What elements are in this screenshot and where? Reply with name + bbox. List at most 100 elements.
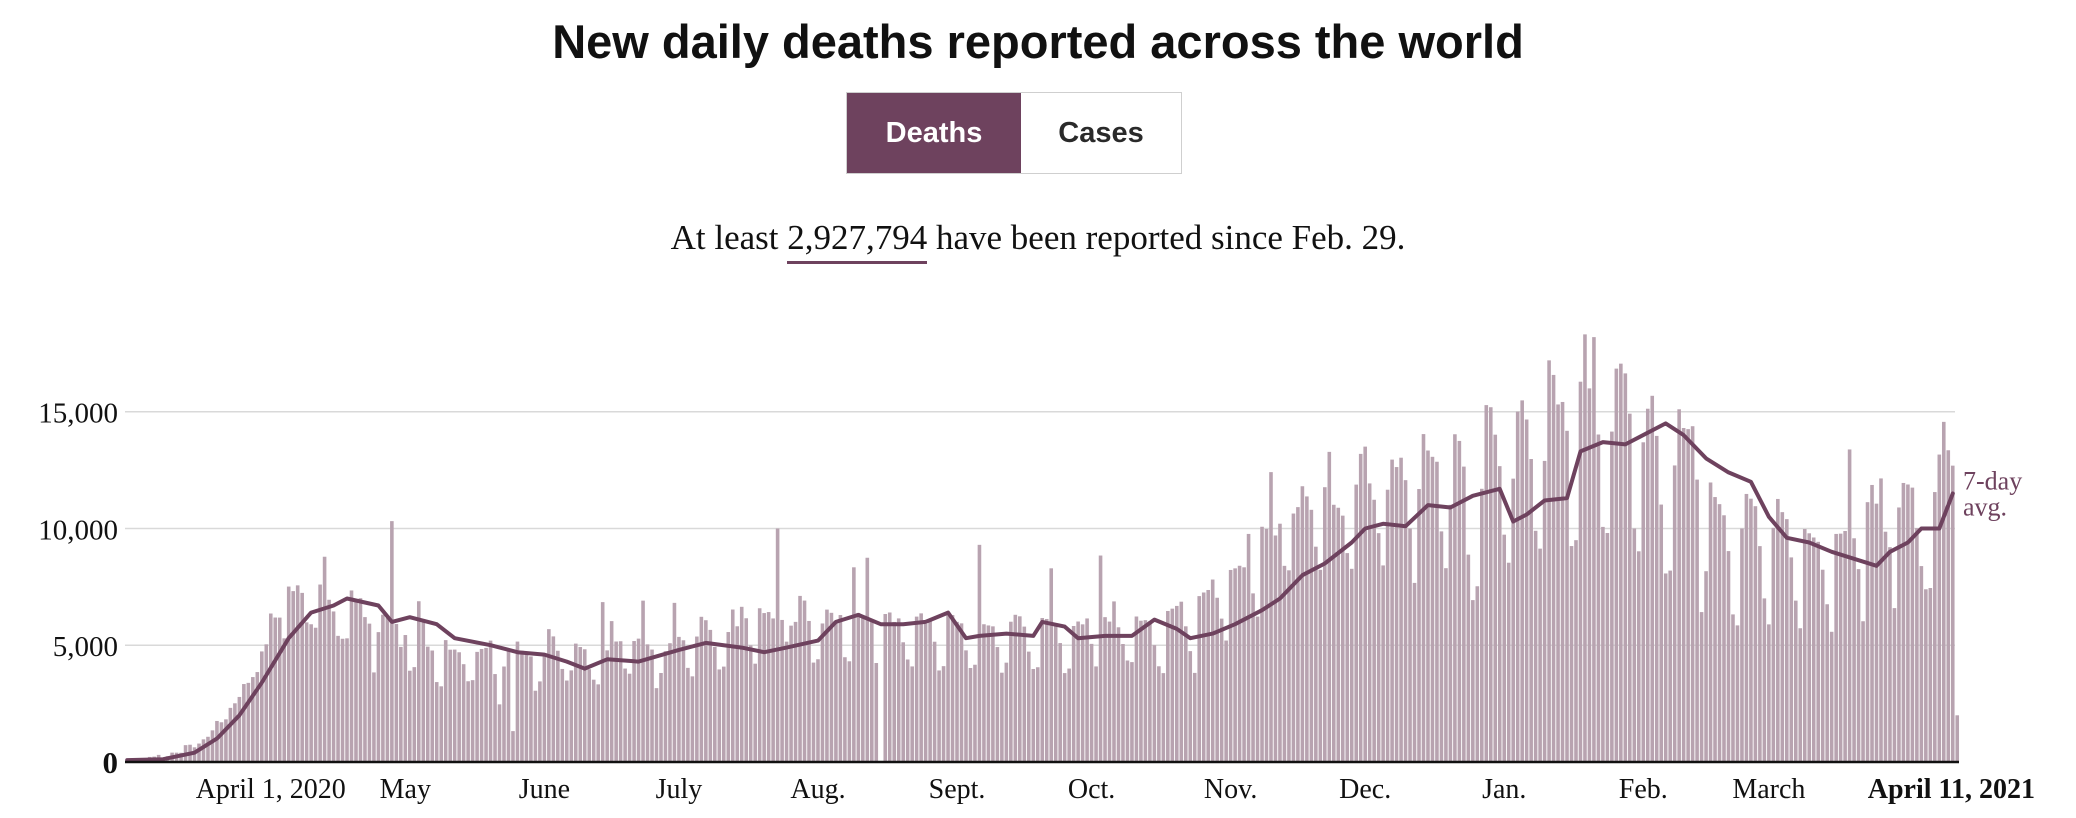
daily-bar bbox=[1941, 421, 1946, 762]
daily-bar bbox=[587, 669, 592, 762]
daily-bar bbox=[932, 641, 937, 762]
daily-bar bbox=[596, 684, 600, 762]
daily-bar bbox=[569, 670, 574, 762]
daily-bar bbox=[565, 680, 569, 762]
daily-bar bbox=[295, 585, 300, 762]
daily-bar bbox=[1551, 374, 1556, 762]
daily-bar bbox=[955, 621, 959, 762]
daily-bar bbox=[739, 606, 744, 762]
daily-bar bbox=[883, 614, 888, 762]
x-axis-ticks: April 1, 2020 May June July Aug. Sept. Oct. Nov… bbox=[196, 774, 2035, 805]
daily-bar bbox=[1466, 554, 1471, 762]
daily-bar bbox=[1933, 492, 1937, 762]
daily-bar bbox=[381, 614, 385, 762]
daily-bar bbox=[1740, 528, 1744, 762]
daily-bar bbox=[1587, 388, 1592, 762]
daily-bar bbox=[327, 599, 331, 762]
daily-bar bbox=[887, 612, 892, 762]
daily-bar bbox=[242, 684, 246, 762]
daily-bar bbox=[1228, 569, 1233, 762]
daily-bar bbox=[1749, 498, 1753, 762]
daily-bar bbox=[1946, 450, 1951, 762]
summary-text: At least 2,927,794 have been reported si… bbox=[0, 218, 2076, 264]
daily-bar bbox=[367, 623, 372, 762]
daily-bar bbox=[1314, 546, 1318, 762]
daily-bar bbox=[1206, 589, 1210, 762]
daily-bar bbox=[1399, 457, 1403, 762]
daily-bar bbox=[1856, 569, 1861, 762]
daily-bar bbox=[349, 590, 354, 762]
daily-bar bbox=[1874, 503, 1879, 762]
daily-bar bbox=[973, 664, 977, 762]
deaths-button[interactable]: Deaths bbox=[847, 93, 1021, 173]
daily-bar bbox=[1197, 596, 1202, 762]
daily-bar bbox=[950, 615, 955, 762]
daily-bar bbox=[1080, 624, 1085, 762]
daily-bar bbox=[820, 623, 825, 762]
daily-bar bbox=[439, 686, 444, 762]
daily-bar bbox=[798, 595, 802, 762]
daily-bar bbox=[1408, 528, 1412, 762]
daily-bar bbox=[394, 623, 399, 762]
daily-bar bbox=[452, 649, 457, 762]
y-tick-label: 10,000 bbox=[38, 514, 118, 546]
x-tick-label: Aug. bbox=[790, 774, 845, 805]
daily-bar bbox=[730, 609, 735, 762]
metric-toggle: Deaths Cases bbox=[846, 92, 1182, 174]
daily-bar bbox=[1937, 454, 1942, 762]
x-tick-label: Jan. bbox=[1482, 774, 1526, 805]
daily-bar bbox=[1143, 620, 1148, 762]
daily-bar bbox=[1004, 662, 1009, 762]
daily-bar bbox=[300, 592, 304, 762]
daily-bar bbox=[210, 730, 215, 762]
daily-bar bbox=[1798, 628, 1803, 762]
daily-bar bbox=[829, 612, 834, 762]
daily-bar bbox=[1107, 621, 1112, 762]
daily-bar bbox=[1067, 668, 1071, 762]
daily-bar bbox=[479, 649, 484, 762]
daily-bar bbox=[937, 670, 941, 762]
daily-bar bbox=[1246, 533, 1251, 762]
y-tick-label: 15,000 bbox=[38, 398, 118, 430]
daily-bar bbox=[1426, 450, 1430, 762]
daily-bar bbox=[251, 677, 255, 762]
daily-bar bbox=[578, 647, 583, 762]
daily-bar bbox=[1094, 666, 1098, 762]
daily-bar bbox=[286, 586, 291, 762]
daily-bar bbox=[488, 640, 493, 762]
daily-bar bbox=[291, 591, 295, 762]
daily-bar bbox=[1533, 530, 1538, 762]
daily-bar bbox=[1296, 507, 1300, 762]
daily-bar bbox=[1309, 509, 1314, 762]
daily-bar bbox=[1636, 551, 1641, 762]
daily-bar bbox=[322, 556, 327, 762]
daily-bar bbox=[1802, 528, 1807, 762]
daily-bar bbox=[1448, 504, 1453, 762]
daily-bar bbox=[1018, 616, 1022, 762]
cases-button[interactable]: Cases bbox=[1021, 93, 1181, 173]
daily-bar bbox=[412, 667, 417, 762]
daily-bar bbox=[1139, 620, 1143, 762]
daily-bar bbox=[1717, 504, 1722, 762]
daily-bar bbox=[1493, 434, 1498, 762]
daily-bar bbox=[1592, 337, 1596, 762]
daily-bar bbox=[1475, 586, 1480, 762]
daily-bar bbox=[632, 641, 636, 762]
daily-bar bbox=[1852, 538, 1856, 762]
daily-bar bbox=[515, 641, 520, 762]
daily-bar bbox=[668, 643, 672, 762]
daily-bar bbox=[1453, 434, 1457, 762]
daily-bar bbox=[1412, 582, 1417, 762]
daily-bar bbox=[928, 621, 932, 762]
daily-bar bbox=[1305, 496, 1309, 762]
daily-bar bbox=[1780, 512, 1785, 762]
daily-bar bbox=[748, 645, 753, 762]
daily-bar bbox=[1367, 483, 1372, 762]
daily-bar bbox=[1484, 405, 1489, 762]
daily-bar bbox=[789, 625, 793, 762]
daily-bar bbox=[1345, 553, 1350, 762]
daily-bar bbox=[771, 618, 775, 762]
daily-bar bbox=[1192, 672, 1197, 762]
daily-bar bbox=[977, 544, 982, 762]
daily-bar bbox=[627, 673, 632, 762]
